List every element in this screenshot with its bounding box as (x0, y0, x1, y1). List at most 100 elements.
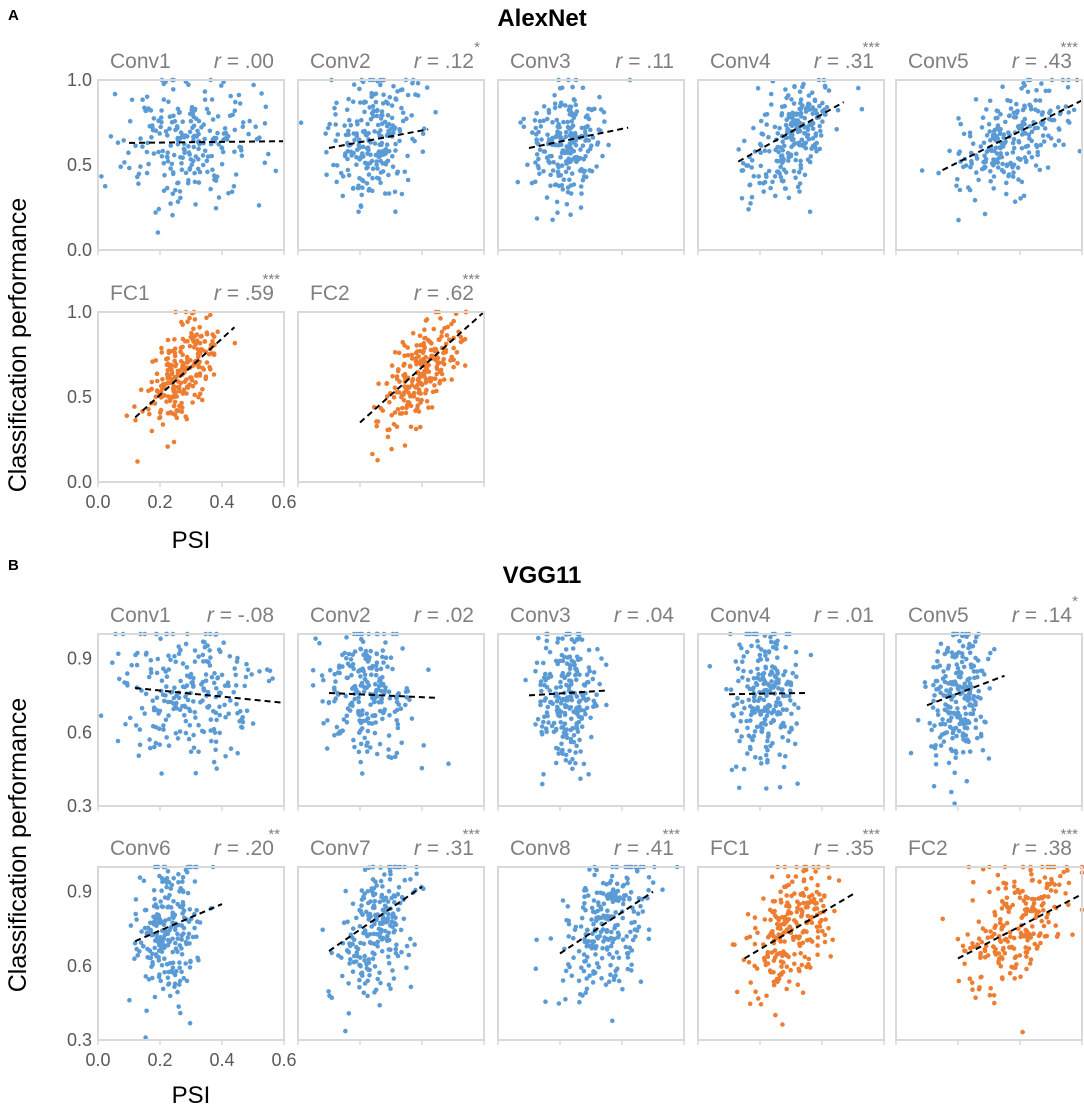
data-point (965, 932, 970, 937)
data-point (396, 907, 401, 912)
data-point (620, 915, 625, 921)
data-point (180, 879, 185, 884)
data-point (803, 867, 809, 873)
data-point (242, 683, 247, 689)
data-point (377, 142, 383, 147)
data-point (765, 709, 771, 715)
data-point (937, 735, 943, 740)
data-point (768, 185, 773, 191)
data-point (730, 711, 735, 717)
data-point (428, 379, 433, 384)
data-point (806, 101, 811, 107)
data-point (351, 131, 357, 136)
data-point (764, 713, 770, 718)
data-point (320, 927, 326, 933)
r-value: r = .38 (1012, 837, 1072, 860)
data-point (180, 900, 186, 905)
data-point (766, 134, 771, 140)
data-point (186, 919, 192, 924)
data-point (995, 886, 1001, 891)
data-point (592, 106, 597, 112)
data-point (581, 708, 587, 713)
data-point (399, 105, 404, 111)
data-point (941, 693, 946, 698)
r-number: = .20 (221, 837, 274, 860)
data-point (603, 982, 609, 987)
data-point (386, 191, 392, 196)
data-point (1049, 880, 1055, 885)
data-point (1035, 125, 1040, 131)
r-symbol: r (814, 50, 822, 73)
data-point (1007, 930, 1013, 935)
data-point (222, 126, 228, 131)
data-point (784, 918, 790, 923)
data-point (125, 671, 130, 676)
data-point (568, 191, 574, 196)
data-point (396, 350, 402, 356)
data-point (172, 374, 178, 380)
data-point (797, 901, 802, 907)
data-point (210, 332, 215, 337)
data-point (394, 750, 400, 756)
data-point (352, 683, 358, 689)
data-point (183, 939, 189, 945)
data-point (751, 125, 756, 131)
data-point (780, 735, 785, 740)
data-point (259, 91, 264, 96)
data-point (191, 345, 197, 350)
data-point (590, 135, 596, 140)
data-point (324, 149, 329, 155)
data-point (159, 350, 165, 355)
data-point (380, 654, 385, 660)
data-point (646, 936, 652, 942)
data-point (604, 702, 609, 708)
data-point (998, 964, 1004, 969)
data-point (372, 696, 378, 701)
data-point (834, 127, 839, 132)
data-point (396, 390, 402, 395)
data-point (799, 962, 805, 968)
data-point (533, 125, 539, 131)
data-point (815, 929, 821, 934)
data-point (793, 662, 799, 668)
data-point (141, 878, 147, 884)
data-point (1013, 954, 1019, 959)
data-point (973, 995, 978, 1000)
data-point (556, 695, 561, 700)
data-point (548, 936, 554, 941)
data-point (344, 656, 349, 661)
data-point (922, 680, 928, 685)
data-point (183, 694, 188, 700)
data-point (775, 169, 781, 174)
data-point (184, 377, 189, 382)
data-point (583, 958, 588, 964)
significance-stars: *** (662, 826, 680, 843)
data-point (191, 699, 196, 704)
r-number: = .41 (621, 837, 674, 860)
data-point (992, 931, 997, 937)
data-point (352, 137, 357, 143)
data-point (196, 180, 202, 185)
r-value: r = .11 (615, 50, 674, 73)
data-point (232, 149, 237, 155)
data-point (991, 993, 997, 998)
data-point (154, 923, 159, 928)
data-point (823, 917, 828, 922)
data-point (423, 318, 429, 323)
data-point (178, 647, 183, 653)
data-point (326, 989, 331, 994)
subplot-fc1: FC1 r = .35*** (697, 826, 885, 1045)
data-point (801, 900, 806, 906)
data-point (176, 1004, 181, 1009)
data-point (216, 142, 221, 147)
data-point (156, 955, 161, 960)
data-point (817, 146, 822, 152)
data-point (226, 711, 231, 717)
data-point (146, 674, 152, 680)
data-point (992, 912, 998, 918)
data-point (745, 725, 750, 731)
data-point (742, 705, 747, 711)
data-point (144, 930, 150, 935)
data-point (239, 716, 245, 722)
data-point (429, 405, 435, 410)
